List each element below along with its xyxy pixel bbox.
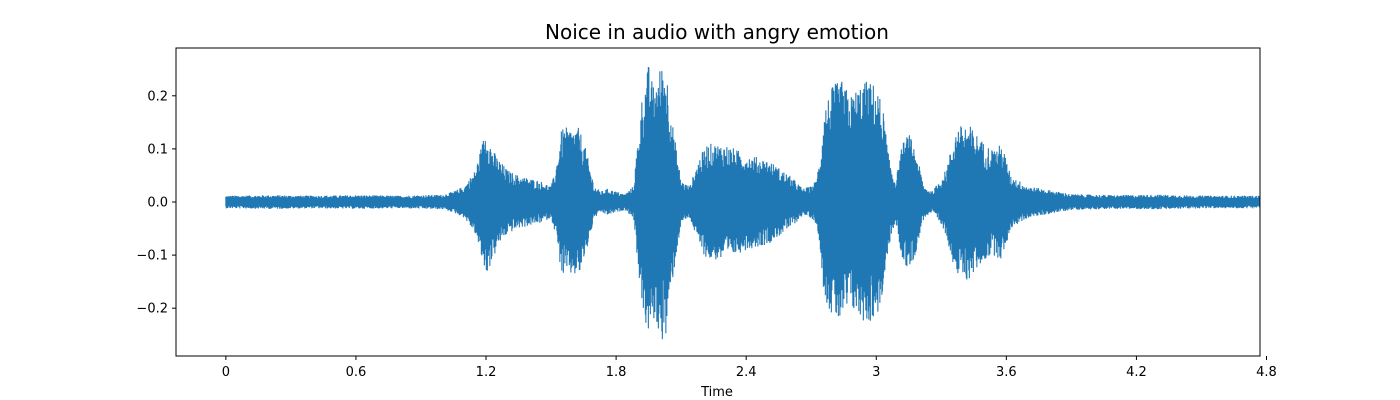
y-tick-label: 0.1 [147,142,168,157]
x-tick-label: 3.6 [996,365,1017,380]
y-tick-label: −0.1 [136,249,168,264]
y-tick-label: 0.0 [147,196,168,211]
x-tick-label: 3 [872,365,880,380]
waveform-series [225,67,1261,340]
x-tick-label: 4.8 [1256,365,1277,380]
plot-area [225,67,1261,340]
axes: 0 0.6 1.2 1.8 2.4 3 3.6 4.2 4.8 −0.2 −0.1 0.0 0.1 0.2 [136,47,1277,380]
y-tick-label: 0.2 [147,89,168,104]
x-tick-label: 2.4 [736,365,757,380]
x-axis-label: Time [700,385,733,400]
chart-title: Noice in audio with angry emotion [545,20,889,44]
x-tick-label: 0 [222,365,230,380]
x-tick-label: 1.2 [476,365,497,380]
y-tick-label: −0.2 [136,302,168,317]
x-tick-label: 0.6 [346,365,367,380]
x-tick-label: 1.8 [606,365,627,380]
x-tick-label: 4.2 [1126,365,1147,380]
